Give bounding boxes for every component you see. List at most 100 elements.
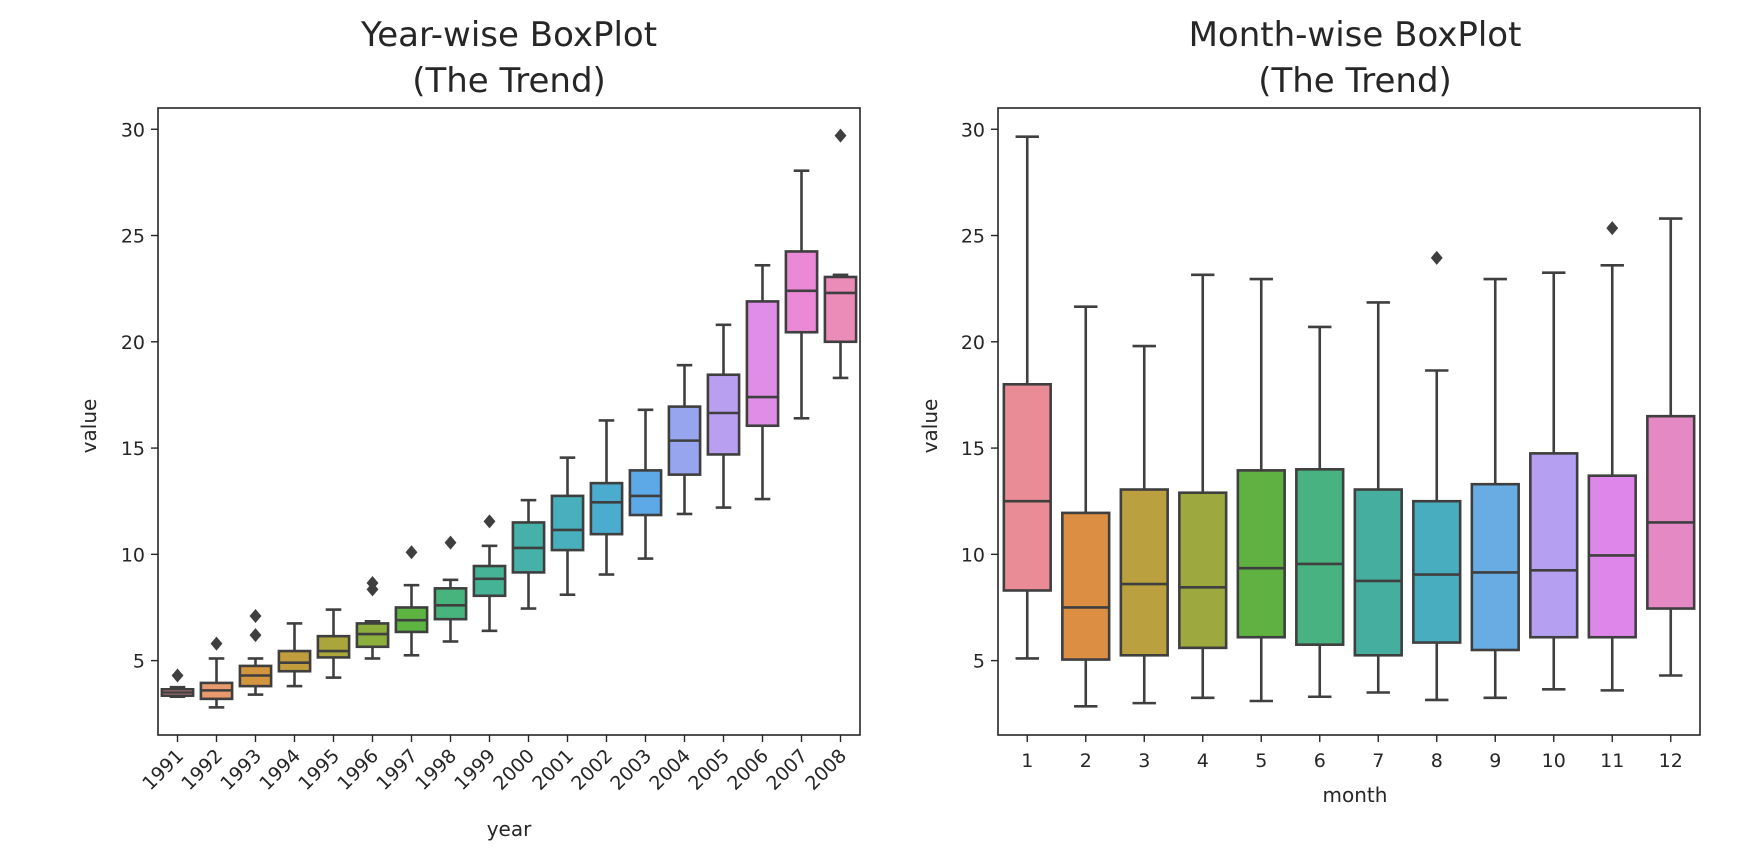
box-2003 [628, 408, 663, 560]
x-tick-label: 4 [1197, 750, 1209, 772]
box-iqr [277, 649, 312, 673]
box-iqr [316, 634, 351, 659]
y-tick-label: 5 [973, 651, 985, 673]
box-1999 [472, 514, 507, 633]
x-tick-label: 2004 [645, 745, 695, 795]
box-2005 [706, 323, 741, 509]
x-tick-label: 1999 [450, 745, 500, 795]
box-10 [1529, 271, 1579, 691]
box-1 [1002, 135, 1052, 660]
x-tick-label: 1996 [333, 745, 383, 795]
box-11 [1587, 221, 1637, 692]
box-iqr [823, 275, 858, 344]
x-tick-label: 1998 [411, 745, 461, 795]
year-wise-boxplot: Year-wise BoxPlot (The Trend) 5 10 15 20 25 3… [77, 15, 861, 841]
box-iqr [472, 564, 507, 598]
box-2006 [745, 263, 780, 501]
box-1992 [199, 636, 234, 709]
outlier-point [1430, 250, 1443, 265]
plot-area: 5101520253019911992199319941995199619971… [121, 107, 861, 795]
x-tick-label: 2008 [801, 745, 851, 795]
box-1997 [394, 545, 429, 657]
box-iqr [1470, 482, 1520, 652]
box-iqr [1529, 452, 1579, 639]
box-12 [1646, 217, 1696, 677]
box-4 [1178, 273, 1228, 700]
x-tick-label: 6 [1314, 750, 1326, 772]
x-tick-label: 5 [1255, 750, 1267, 772]
y-tick-label: 5 [133, 651, 145, 673]
chart-title-line-1: Year-wise BoxPlot [360, 15, 657, 55]
x-tick-label: 9 [1489, 750, 1501, 772]
box-9 [1470, 277, 1520, 700]
box-6 [1295, 325, 1345, 699]
x-tick-label: 1992 [177, 745, 227, 795]
x-tick-label: 1 [1021, 750, 1033, 772]
x-tick-label: 10 [1542, 750, 1566, 772]
box-iqr [706, 373, 741, 456]
x-tick-label: 1994 [255, 745, 305, 795]
box-5 [1236, 277, 1286, 703]
y-tick-label: 15 [121, 438, 145, 460]
box-2001 [550, 456, 585, 597]
box-2004 [667, 363, 702, 516]
month-wise-boxplot: Month-wise BoxPlot (The Trend) 510152025… [918, 15, 1701, 807]
y-tick-label: 20 [961, 332, 985, 354]
box-2 [1061, 305, 1111, 708]
x-tick-label: 2005 [684, 745, 734, 795]
x-tick-label: 3 [1138, 750, 1150, 772]
x-tick-label: 2006 [723, 745, 773, 795]
box-iqr [1412, 499, 1462, 644]
box-1995 [316, 608, 351, 679]
outlier-point [483, 514, 496, 529]
box-3 [1119, 344, 1169, 705]
box-iqr [1295, 468, 1345, 646]
x-tick-label: 7 [1372, 750, 1384, 772]
box-2002 [589, 419, 624, 576]
box-iqr [1236, 469, 1286, 639]
plot-frame [157, 107, 861, 736]
y-tick-label: 10 [121, 544, 145, 566]
y-tick-label: 25 [121, 226, 145, 248]
y-axis-label: value [918, 399, 942, 454]
y-tick-label: 15 [961, 438, 985, 460]
outlier-point [210, 636, 223, 651]
box-iqr [1646, 414, 1696, 610]
x-tick-label: 1995 [294, 745, 344, 795]
x-tick-label: 8 [1431, 750, 1443, 772]
x-tick-label: 1993 [216, 745, 266, 795]
box-1991 [160, 668, 195, 699]
box-iqr [433, 587, 468, 621]
x-tick-label: 2002 [567, 745, 617, 795]
outlier-point [405, 545, 418, 560]
x-tick-label: 1997 [372, 745, 422, 795]
chart-title-line-1: Month-wise BoxPlot [1189, 15, 1522, 55]
x-axis-label: month [1323, 783, 1388, 807]
x-tick-label: 2 [1080, 750, 1092, 772]
box-iqr [1178, 491, 1228, 650]
box-2008 [823, 128, 858, 380]
outlier-point [249, 608, 262, 623]
box-1994 [277, 622, 312, 688]
outlier-point [834, 128, 847, 143]
x-tick-label: 2000 [489, 745, 539, 795]
box-1996 [355, 576, 390, 660]
chart-title-line-2: (The Trend) [1258, 61, 1452, 101]
box-iqr [745, 300, 780, 428]
x-tick-label: 1991 [138, 745, 188, 795]
x-tick-label: 11 [1600, 750, 1624, 772]
box-iqr [628, 469, 663, 517]
box-iqr [589, 481, 624, 536]
x-tick-label: 12 [1659, 750, 1683, 772]
box-iqr [1002, 383, 1052, 592]
y-axis-label: value [77, 399, 101, 454]
y-tick-label: 10 [961, 544, 985, 566]
outlier-point [171, 668, 184, 683]
box-1993 [238, 608, 273, 696]
box-8 [1412, 250, 1462, 702]
box-iqr [1353, 488, 1403, 657]
box-iqr [1061, 511, 1111, 661]
plot-frame [997, 107, 1701, 736]
